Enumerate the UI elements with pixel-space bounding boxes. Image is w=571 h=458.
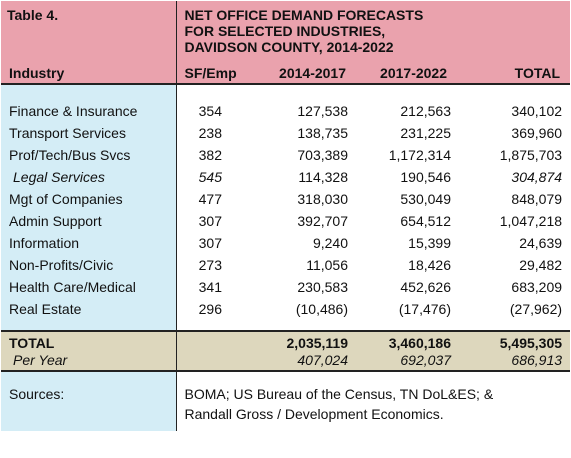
industry-name: Finance & Insurance xyxy=(9,103,138,119)
table-label: Table 4. xyxy=(7,7,59,23)
period-value: 15,399 xyxy=(408,235,451,251)
period-2014-2017-column: 127,538 138,735 703,389 114,328 318,030 … xyxy=(248,84,352,331)
industry-name: Transport Services xyxy=(9,125,126,141)
sf-emp-value: 354 xyxy=(198,103,222,119)
sf-emp-value: 382 xyxy=(198,147,222,163)
total-value: 2,035,119 xyxy=(286,335,348,351)
period-value: (10,486) xyxy=(295,301,348,317)
period-value: 18,426 xyxy=(408,257,451,273)
industry-name: Real Estate xyxy=(9,301,82,317)
column-header-industry: Industry xyxy=(1,63,176,85)
industry-name: Admin Support xyxy=(9,213,102,229)
title-line: NET OFFICE DEMAND FORECASTS xyxy=(184,7,424,23)
sf-emp-value: 307 xyxy=(198,213,222,229)
totals-sf-emp-cell xyxy=(175,330,248,372)
totals-2017-2022-cell: 3,460,186 692,037 xyxy=(352,330,457,372)
sf-emp-value: 238 xyxy=(198,125,222,141)
per-year-value: 686,913 xyxy=(511,352,563,368)
sources-text-cell: BOMA; US Bureau of the Census, TN DoL&ES… xyxy=(175,371,571,431)
column-header-sf-emp: SF/Emp xyxy=(175,63,248,85)
totals-label: TOTAL xyxy=(9,335,55,351)
period-2017-2022-column: 212,563 231,225 1,172,314 190,546 530,04… xyxy=(352,84,457,331)
period-value: 654,512 xyxy=(400,213,451,229)
period-value: 530,049 xyxy=(400,191,451,207)
period-value: 1,172,314 xyxy=(388,147,451,163)
industry-name: Non-Profits/Civic xyxy=(9,257,114,273)
totals-total-cell: 5,495,305 686,913 xyxy=(457,330,571,372)
period-value: (17,476) xyxy=(398,301,451,317)
column-header-total: TOTAL xyxy=(457,63,571,85)
total-value: 24,639 xyxy=(519,235,563,251)
total-value: 683,209 xyxy=(511,279,563,295)
title-line: DAVIDSON COUNTY, 2014-2022 xyxy=(184,39,394,55)
per-year-label: Per Year xyxy=(13,352,68,368)
period-value: 392,707 xyxy=(297,213,348,229)
sf-emp-value: 545 xyxy=(198,169,222,185)
sf-emp-value: 296 xyxy=(198,301,222,317)
total-value: 1,047,218 xyxy=(499,213,563,229)
industry-name: Information xyxy=(9,235,80,251)
table-title: NET OFFICE DEMAND FORECASTS FOR SELECTED… xyxy=(175,1,571,63)
period-value: 9,240 xyxy=(312,235,348,251)
total-value: 369,960 xyxy=(511,125,563,141)
sf-emp-value: 273 xyxy=(198,257,222,273)
total-value: 29,482 xyxy=(519,257,563,273)
sources-label-cell: Sources: xyxy=(1,371,176,431)
period-value: 190,546 xyxy=(400,169,451,185)
column-header-2017-2022: 2017-2022 xyxy=(352,63,457,85)
sf-emp-column: 354 238 382 545 477 307 307 273 341 296 xyxy=(175,84,248,331)
period-value: 138,735 xyxy=(297,125,348,141)
per-year-value: 407,024 xyxy=(297,352,348,368)
sources-label: Sources: xyxy=(9,386,65,402)
sources-line: BOMA; US Bureau of the Census, TN DoL&ES… xyxy=(184,386,494,402)
period-value: 127,538 xyxy=(297,103,348,119)
sources-line: Randall Gross / Development Economics. xyxy=(184,406,444,422)
total-column: 340,102 369,960 1,875,703 304,874 848,07… xyxy=(457,84,571,331)
total-value: 3,460,186 xyxy=(388,335,451,351)
sf-emp-value: 477 xyxy=(198,191,222,207)
industry-name: Mgt of Companies xyxy=(9,191,123,207)
period-value: 231,225 xyxy=(400,125,451,141)
total-value: 304,874 xyxy=(511,169,563,185)
period-value: 11,056 xyxy=(306,257,348,273)
period-value: 703,389 xyxy=(297,147,348,163)
office-demand-table: Table 4. NET OFFICE DEMAND FORECASTS FOR… xyxy=(1,1,571,431)
column-header-2014-2017: 2014-2017 xyxy=(248,63,352,85)
industry-name: Legal Services xyxy=(13,169,105,185)
total-value: (27,962) xyxy=(509,301,563,317)
table-number: Table 4. xyxy=(1,1,176,63)
title-line: FOR SELECTED INDUSTRIES, xyxy=(184,23,386,39)
total-value: 1,875,703 xyxy=(499,147,563,163)
sf-emp-value: 341 xyxy=(198,279,222,295)
industry-name: Prof/Tech/Bus Svcs xyxy=(9,147,131,163)
total-value: 5,495,305 xyxy=(499,335,563,351)
per-year-value: 692,037 xyxy=(400,352,451,368)
period-value: 230,583 xyxy=(297,279,348,295)
total-value: 848,079 xyxy=(511,191,563,207)
totals-label-cell: TOTAL Per Year xyxy=(1,330,176,372)
sf-emp-value: 307 xyxy=(198,235,222,251)
period-value: 318,030 xyxy=(297,191,348,207)
period-value: 452,626 xyxy=(400,279,451,295)
industry-column: Finance & Insurance Transport Services P… xyxy=(1,84,176,331)
total-value: 340,102 xyxy=(511,103,563,119)
period-value: 114,328 xyxy=(298,169,348,185)
totals-2014-2017-cell: 2,035,119 407,024 xyxy=(248,330,352,372)
industry-name: Health Care/Medical xyxy=(9,279,136,295)
period-value: 212,563 xyxy=(400,103,451,119)
